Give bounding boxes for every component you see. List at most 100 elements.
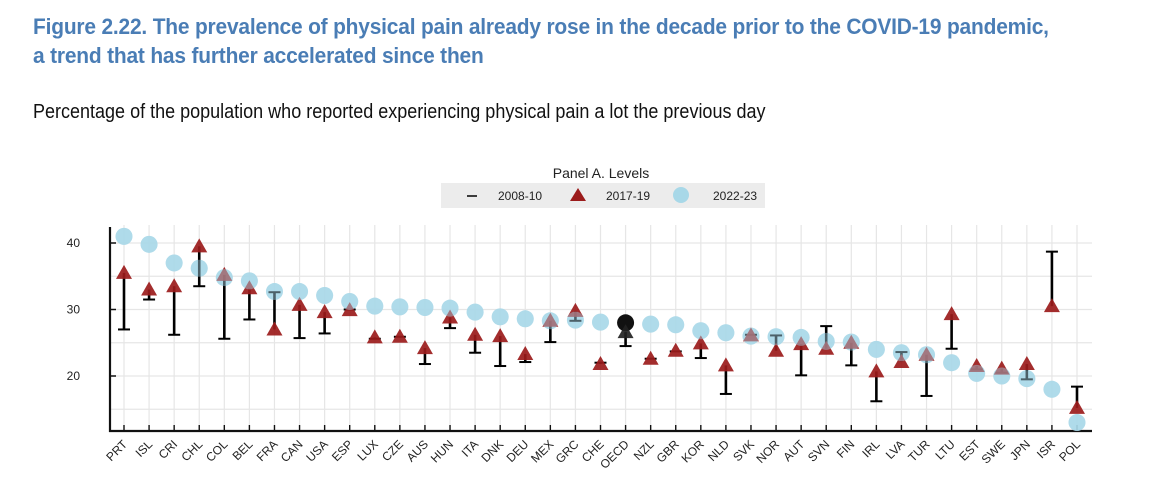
point-2022-23-overlay bbox=[165, 254, 183, 272]
x-tick-label: GBR bbox=[654, 437, 683, 466]
point-2017-19 bbox=[692, 335, 709, 350]
point-2017-19 bbox=[116, 264, 132, 279]
point-2022-23 bbox=[592, 313, 609, 331]
point-2022-23-overlay bbox=[341, 293, 359, 311]
x-tick-label: BEL bbox=[230, 437, 256, 463]
legend: Panel A. Levels 2008-10 2017-19 2022-23 bbox=[441, 165, 765, 208]
point-2017-19 bbox=[918, 346, 935, 361]
point-2022-23 bbox=[140, 235, 158, 253]
point-2022-23-overlay bbox=[943, 354, 961, 372]
y-tick-label: 30 bbox=[67, 303, 81, 317]
category-group bbox=[391, 298, 409, 343]
x-tick-label: NZL bbox=[631, 437, 657, 463]
x-tick-label: JPN bbox=[1007, 437, 1033, 463]
y-axis: 20 30 40 bbox=[67, 227, 116, 432]
point-2022-23-overlay bbox=[717, 324, 735, 342]
x-tick-label: CRI bbox=[156, 437, 181, 462]
category-group bbox=[617, 314, 635, 348]
legend-circle-icon bbox=[673, 187, 689, 203]
legend-box bbox=[441, 183, 765, 208]
point-2022-23-overlay bbox=[1043, 380, 1061, 398]
x-tick-label: LUX bbox=[355, 437, 381, 463]
category-group bbox=[491, 308, 509, 368]
category-group bbox=[1043, 250, 1061, 398]
point-2017-19 bbox=[843, 334, 860, 349]
point-2022-23-overlay bbox=[541, 312, 559, 330]
x-tick-label: AUT bbox=[780, 437, 807, 464]
category-group bbox=[466, 303, 484, 354]
category-group bbox=[291, 283, 309, 340]
x-tick-label: ISL bbox=[133, 437, 156, 460]
point-2022-23 bbox=[1068, 414, 1086, 432]
point-2022-23 bbox=[516, 310, 534, 328]
x-tick-label: TUR bbox=[905, 437, 933, 465]
point-2017-19 bbox=[442, 309, 459, 324]
point-2022-23 bbox=[667, 316, 685, 334]
point-2022-23 bbox=[692, 322, 710, 340]
point-2022-23-overlay bbox=[993, 367, 1011, 385]
category-group bbox=[140, 235, 158, 301]
x-tick-label: MEX bbox=[528, 437, 556, 465]
x-tick-label: KOR bbox=[679, 437, 708, 466]
point-2022-23-overlay bbox=[968, 364, 986, 382]
point-2017-19 bbox=[567, 302, 584, 317]
point-2017-19 bbox=[1018, 356, 1035, 371]
point-2017-19 bbox=[391, 328, 408, 343]
category-group bbox=[642, 315, 660, 365]
point-2022-23 bbox=[441, 299, 459, 317]
point-2022-23 bbox=[1043, 380, 1061, 398]
category-group bbox=[416, 299, 434, 366]
point-2022-23-overlay bbox=[441, 299, 459, 317]
category-group bbox=[993, 360, 1011, 385]
point-2022-23 bbox=[416, 299, 434, 317]
point-2022-23-overlay bbox=[642, 315, 660, 333]
category-group bbox=[592, 313, 609, 371]
point-2017-19 bbox=[617, 324, 634, 339]
point-2022-23 bbox=[867, 340, 885, 358]
point-2022-23 bbox=[617, 314, 635, 332]
x-tick-label: USA bbox=[303, 437, 330, 464]
point-2022-23-overlay bbox=[190, 259, 208, 277]
x-tick-label: FIN bbox=[834, 437, 858, 461]
point-2022-23-overlay bbox=[767, 328, 785, 346]
point-2022-23-overlay bbox=[291, 283, 309, 301]
y-tick-label: 20 bbox=[67, 369, 81, 383]
point-2022-23 bbox=[366, 297, 384, 315]
point-2022-23-overlay bbox=[516, 310, 534, 328]
x-tick-label: COL bbox=[203, 437, 231, 465]
data-marks bbox=[115, 227, 1086, 432]
category-group bbox=[792, 328, 810, 377]
category-group bbox=[215, 266, 233, 340]
gridlines bbox=[110, 225, 1092, 431]
point-2022-23-overlay bbox=[918, 346, 936, 364]
chart: Panel A. Levels 2008-10 2017-19 2022-23 … bbox=[67, 165, 1092, 472]
point-2017-19 bbox=[316, 304, 333, 319]
category-group bbox=[316, 287, 334, 335]
point-2017-19 bbox=[993, 360, 1010, 375]
point-2017-19 bbox=[793, 336, 810, 351]
point-2017-19 bbox=[166, 278, 183, 293]
point-2022-23-overlay bbox=[842, 333, 860, 351]
x-tick-label: SVK bbox=[730, 437, 757, 464]
x-tick-label: DNK bbox=[478, 437, 506, 465]
category-group bbox=[190, 238, 208, 288]
point-2017-19 bbox=[1043, 298, 1060, 313]
point-2017-19 bbox=[717, 357, 734, 372]
point-2022-23-overlay bbox=[416, 299, 434, 317]
x-tick-label: FRA bbox=[254, 437, 281, 464]
point-2017-19 bbox=[341, 302, 358, 317]
point-2022-23-overlay bbox=[692, 322, 710, 340]
x-tick-label: NOR bbox=[753, 437, 782, 466]
category-group bbox=[717, 324, 735, 395]
point-2017-19 bbox=[642, 350, 659, 365]
legend-title: Panel A. Levels bbox=[553, 165, 650, 181]
point-2022-23 bbox=[291, 283, 309, 301]
x-tick-label: EST bbox=[956, 437, 983, 464]
point-2017-19 bbox=[241, 280, 258, 295]
point-2022-23-overlay bbox=[140, 235, 158, 253]
point-2017-19 bbox=[517, 346, 534, 361]
category-group bbox=[667, 316, 685, 357]
point-2017-19 bbox=[366, 329, 383, 344]
point-2022-23-overlay bbox=[667, 316, 685, 334]
